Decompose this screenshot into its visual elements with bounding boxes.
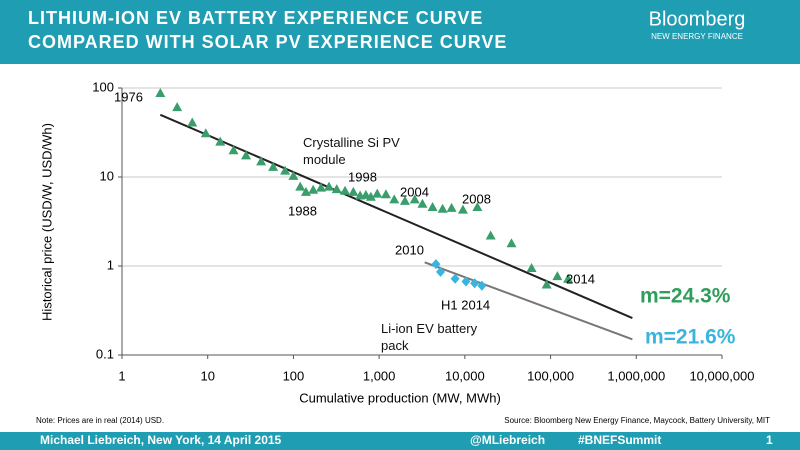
annotation: 2010: [395, 242, 424, 257]
x-tick-label: 10,000,000: [689, 368, 754, 383]
y-tick-label: 1: [107, 257, 114, 272]
point: [470, 278, 480, 289]
point: [552, 271, 563, 281]
y-tick-label: 0.1: [96, 346, 114, 361]
point: [477, 280, 487, 291]
point: [308, 184, 319, 194]
x-tick-label: 10,000: [445, 368, 485, 383]
source: Source: Bloomberg New Energy Finance, Ma…: [504, 416, 770, 425]
point: [280, 165, 291, 175]
trend-label: m=21.6%: [645, 326, 736, 349]
y-tick-label: 100: [92, 79, 114, 94]
annotation: 1976: [114, 89, 143, 104]
series-label: Crystalline Si PV module: [303, 135, 400, 167]
logo: Bloomberg: [649, 8, 746, 30]
point: [256, 156, 267, 166]
point: [372, 188, 383, 198]
note: Note: Prices are in real (2014) USD.: [36, 416, 164, 425]
trend-label: m=24.3%: [640, 285, 731, 308]
point: [446, 202, 457, 212]
header-band: [0, 0, 800, 64]
point: [215, 136, 226, 146]
point: [427, 202, 438, 212]
point: [409, 194, 420, 204]
y-axis-label: Historical price (USD/W, USD/Wh): [39, 123, 54, 321]
x-tick-label: 1,000: [363, 368, 396, 383]
point: [399, 195, 410, 205]
point: [437, 203, 448, 213]
logo-sub: NEW ENERGY FINANCE: [651, 32, 743, 41]
series-label: Li-ion EV battery pack: [381, 321, 478, 353]
point: [155, 87, 166, 97]
point: [563, 273, 574, 283]
annotation: H1 2014: [441, 297, 490, 312]
annotation: 2014: [566, 271, 595, 286]
point: [200, 128, 211, 138]
x-tick-label: 1,000,000: [607, 368, 665, 383]
point: [506, 238, 517, 248]
point: [331, 184, 342, 194]
point: [241, 150, 252, 160]
point: [450, 273, 460, 284]
point: [268, 161, 279, 171]
footer-handle: @MLiebreich: [470, 433, 545, 447]
y-tick-label: 10: [100, 168, 114, 183]
point: [526, 262, 537, 272]
point: [389, 194, 400, 204]
point: [323, 181, 334, 191]
point: [461, 276, 471, 287]
point: [340, 185, 351, 195]
x-tick-label: 10: [200, 368, 214, 383]
point: [316, 182, 327, 192]
point: [541, 279, 552, 289]
annotation: 2004: [400, 184, 429, 199]
point: [288, 170, 299, 180]
annotation: 1988: [288, 203, 317, 218]
title-line: COMPARED WITH SOLAR PV EXPERIENCE CURVE: [28, 32, 507, 52]
point: [295, 181, 306, 191]
page-number: 1: [766, 433, 773, 447]
x-axis-label: Cumulative production (MW, MWh): [299, 390, 501, 405]
point: [431, 259, 441, 270]
trend-line: [159, 113, 633, 319]
x-tick-label: 100,000: [527, 368, 574, 383]
point: [172, 102, 183, 112]
title-line: LITHIUM-ION EV BATTERY EXPERIENCE CURVE: [28, 8, 483, 28]
footer-author: Michael Liebreich, New York, 14 April 20…: [40, 433, 282, 447]
x-tick-label: 1: [118, 368, 125, 383]
point: [417, 198, 428, 208]
footer-tag: #BNEFSummit: [578, 433, 661, 447]
point: [380, 189, 391, 199]
point: [436, 266, 446, 277]
x-tick-label: 100: [283, 368, 305, 383]
point: [348, 186, 359, 196]
annotation: 1998: [348, 169, 377, 184]
trend-line: [424, 261, 633, 341]
point: [472, 202, 483, 212]
point: [228, 145, 239, 155]
point: [485, 230, 496, 240]
point: [187, 117, 198, 127]
footer-band: [0, 432, 800, 450]
point: [365, 191, 376, 201]
point: [457, 204, 468, 214]
annotation: 2008: [462, 191, 491, 206]
